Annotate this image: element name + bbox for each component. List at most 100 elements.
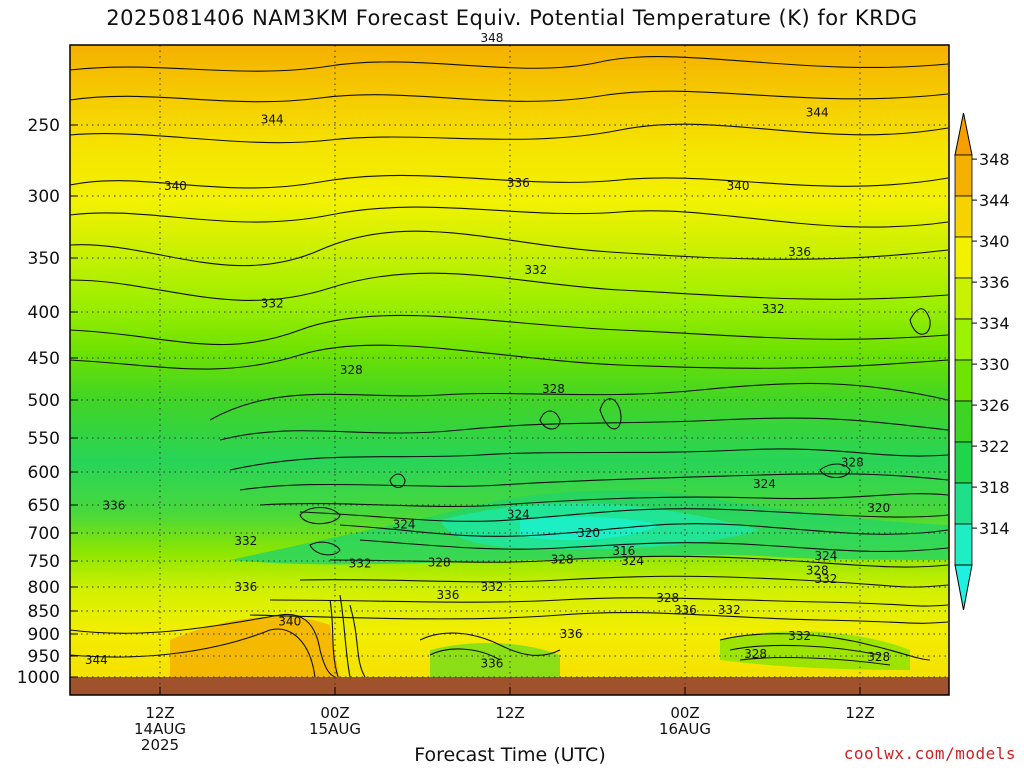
colorbar-label: 322 xyxy=(979,437,1010,456)
y-tick-label: 1000 xyxy=(17,668,60,688)
contour-label: 332 xyxy=(718,603,741,617)
contour-label: 328 xyxy=(340,363,363,377)
contour-label: 332 xyxy=(349,557,372,571)
colorbar-segment xyxy=(954,154,973,197)
y-axis: 250 300 350 400 450 500 550 600 650 700 750 800 850 9… xyxy=(17,116,78,688)
colorbar: 348 344 340 336 334 330 326 322 318 314 xyxy=(954,112,1010,611)
y-tick-label: 450 xyxy=(28,349,60,369)
contour-lines xyxy=(70,56,949,678)
contour-label: 332 xyxy=(261,296,284,310)
y-tick-label: 300 xyxy=(28,187,60,207)
contour-label: 324 xyxy=(393,518,416,532)
contour-label: 336 xyxy=(788,245,811,259)
contour-label: 344 xyxy=(85,653,108,667)
contour-label: 336 xyxy=(437,588,460,602)
x-axis-title: Forecast Time (UTC) xyxy=(414,744,606,766)
contour-label: 328 xyxy=(744,647,767,661)
x-tick-label: 12Z xyxy=(145,704,174,722)
contour-label: 328 xyxy=(542,382,565,396)
colorbar-segment xyxy=(954,318,973,361)
contour-label: 340 xyxy=(727,179,750,193)
contour-label: 328 xyxy=(806,563,829,577)
colorbar-label: 334 xyxy=(979,314,1010,333)
y-tick-label: 500 xyxy=(28,391,60,411)
ground-bar xyxy=(70,677,949,695)
contour-label: 336 xyxy=(480,657,503,671)
contour-label: 324 xyxy=(507,508,530,522)
contour-label: 324 xyxy=(814,549,837,563)
chart-title: 2025081406 NAM3KM Forecast Equiv. Potent… xyxy=(106,6,918,30)
contour-label: 332 xyxy=(524,263,547,277)
x-tick-label: 12Z xyxy=(495,704,524,722)
contour-label: 328 xyxy=(841,455,864,469)
credit-text: coolwx.com/models xyxy=(843,744,1016,763)
colorbar-segment xyxy=(954,195,973,238)
contour-label: 332 xyxy=(234,534,257,548)
contour-label: 336 xyxy=(560,627,583,641)
y-tick-label: 650 xyxy=(28,496,60,516)
contour-label: 320 xyxy=(577,526,600,540)
y-tick-label: 550 xyxy=(28,429,60,449)
colorbar-segment xyxy=(954,359,973,402)
y-tick-label: 350 xyxy=(28,249,60,269)
contour-label: 328 xyxy=(428,556,451,570)
contour-label: 320 xyxy=(867,501,890,515)
colorbar-segment xyxy=(954,236,973,279)
y-tick-label: 250 xyxy=(28,116,60,136)
x-tick-sublabel: 16AUG xyxy=(659,720,711,738)
contour-label: 328 xyxy=(551,552,574,566)
surface-cool-patch-right xyxy=(720,631,910,670)
colorbar-label: 318 xyxy=(979,478,1010,497)
contour-label: 340 xyxy=(278,615,301,629)
contour-label: 332 xyxy=(762,302,785,316)
colorbar-segment xyxy=(954,277,973,320)
x-tick-label: 00Z xyxy=(670,704,699,722)
surface-warm-left xyxy=(170,616,340,680)
contour-label: 328 xyxy=(656,591,679,605)
contour-label: 340 xyxy=(164,179,187,193)
y-tick-label: 850 xyxy=(28,602,60,622)
colorbar-label: 330 xyxy=(979,355,1010,374)
contour-label: 328 xyxy=(867,650,890,664)
x-tick-sublabel: 15AUG xyxy=(309,720,361,738)
contour-label: 344 xyxy=(261,112,284,126)
colorbar-segment xyxy=(954,441,973,484)
contour-label: 324 xyxy=(621,554,644,568)
colorbar-label: 348 xyxy=(979,150,1010,169)
colorbar-segment xyxy=(954,400,973,443)
x-tick-label: 00Z xyxy=(320,704,349,722)
contour-label: 336 xyxy=(507,176,530,190)
y-tick-label: 600 xyxy=(28,463,60,483)
colorbar-label: 336 xyxy=(979,273,1010,292)
colorbar-label: 344 xyxy=(979,191,1010,210)
colorbar-label: 326 xyxy=(979,396,1010,415)
contour-label: 324 xyxy=(753,477,776,491)
y-tick-label: 950 xyxy=(28,647,60,667)
contour-label: 332 xyxy=(814,572,837,586)
contour-label: 344 xyxy=(806,105,829,119)
colorbar-arrow-bottom xyxy=(954,564,973,611)
contour-label: 336 xyxy=(674,603,697,617)
contour-label: 336 xyxy=(234,580,257,594)
y-tick-label: 750 xyxy=(28,552,60,572)
y-tick-label: 900 xyxy=(28,625,60,645)
colorbar-arrow-top xyxy=(954,112,973,156)
colorbar-segment xyxy=(954,523,973,566)
grid-lines xyxy=(70,45,949,695)
x-tick-label: 12Z xyxy=(845,704,874,722)
contour-label: 332 xyxy=(480,580,503,594)
surface-cool-patch xyxy=(430,643,560,680)
colorbar-segment xyxy=(954,482,973,525)
y-tick-label: 700 xyxy=(28,524,60,544)
contour-label: 316 xyxy=(612,544,635,558)
contour-label: 348 xyxy=(480,31,503,45)
colorbar-label: 340 xyxy=(979,232,1010,251)
x-tick-sublabel: 2025 xyxy=(141,736,179,754)
x-tick-sublabel: 14AUG xyxy=(134,720,186,738)
contour-label: 336 xyxy=(102,499,125,513)
y-tick-label: 800 xyxy=(28,578,60,598)
